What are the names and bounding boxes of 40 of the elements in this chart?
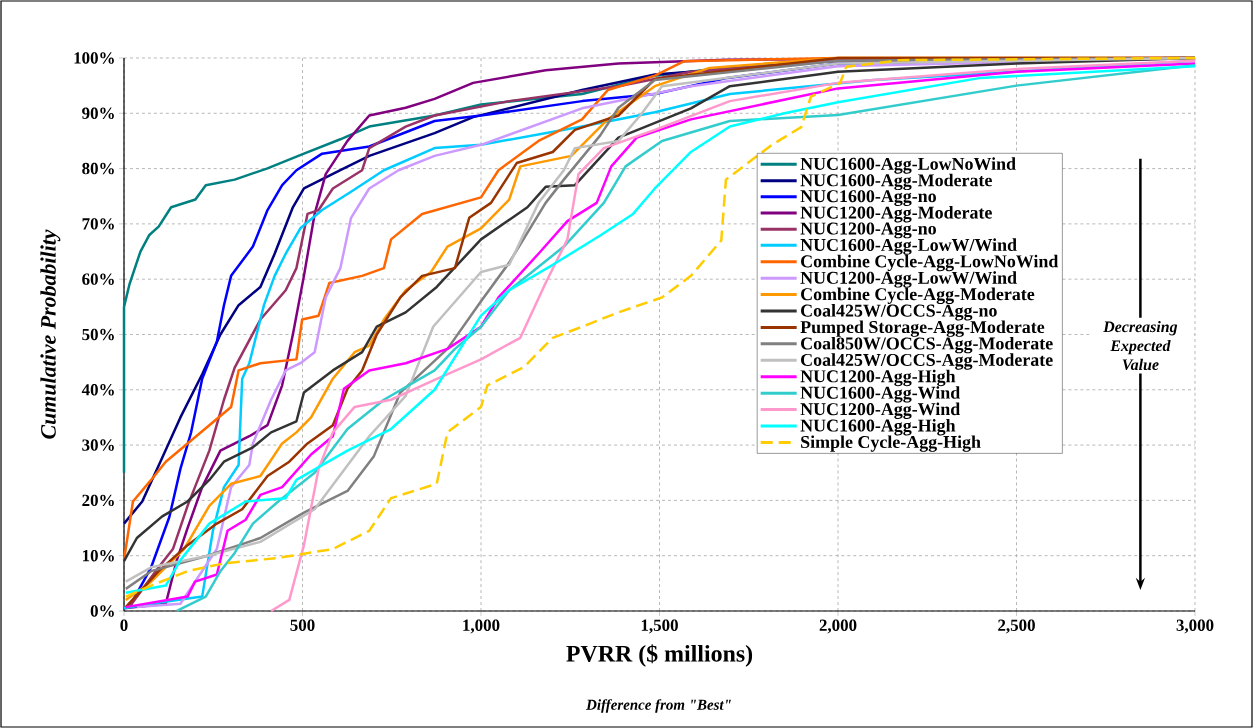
legend-label: Combine Cycle-Agg-LowNoWind (801, 254, 1059, 272)
legend-label: NUC1200-Agg-Wind (800, 402, 961, 419)
y-tick-label: 50% (82, 328, 114, 341)
y-tick-label: 30% (82, 439, 114, 451)
y-tick-label: 20% (82, 494, 114, 507)
y-tick-label: 80% (82, 162, 114, 175)
x-tick-label: 1,500 (641, 619, 678, 634)
y-tick-label: 90% (82, 107, 114, 120)
annotation: Decreasing Expected Value (1103, 320, 1178, 371)
legend-label: NUC1600-Agg-Moderate (800, 173, 992, 191)
legend-label: Simple Cycle-Agg-High (801, 435, 981, 452)
x-tick-label: 2,000 (819, 619, 857, 634)
legend-label: NUC1200-Agg-LowW/Wind (800, 271, 1017, 288)
text: Difference from "Best" (586, 699, 731, 713)
legend-label: NUC1600-Agg-High (800, 419, 956, 436)
y-tick-label: 10% (82, 549, 114, 562)
y-axis-title: Cumulative Probability (40, 229, 61, 439)
x-tick-label: 2,500 (998, 619, 1035, 634)
legend-label: NUC1200-Agg-High (800, 369, 956, 387)
legend-label: NUC1200-Agg-no (800, 222, 936, 239)
x-tick-label: 1,000 (463, 619, 500, 634)
legend-label: Coal850W/OCCS-Agg-Moderate (801, 336, 1053, 354)
legend-label: Coal425W/OCCS-Agg-Moderate (801, 353, 1053, 370)
y-tick-label: 70% (82, 218, 114, 230)
x-tick-label: 3,000 (1176, 619, 1214, 634)
x-axis-title: PVRR ($ millions) (566, 644, 753, 667)
legend-label: NUC1600-Agg-Wind (800, 386, 961, 403)
legend-label: NUC1200-Agg-Moderate (800, 206, 992, 223)
legend-label: Pumped Storage-Agg-Moderate (800, 320, 1045, 337)
y-tick-label: 100% (74, 52, 114, 64)
y-tick-label: 40% (81, 384, 114, 396)
y-tick-label: 60% (82, 273, 114, 285)
legend-label: NUC1600-Agg-LowNoWind (800, 157, 1016, 174)
legend-label: Coal425W/OCCS-Agg-no (801, 304, 997, 321)
legend-label: Combine Cycle-Agg-Moderate (801, 287, 1035, 305)
legend-label: NUC1600-Agg-no (800, 190, 936, 207)
x-tick-label: 500 (290, 619, 315, 631)
x-tick-label: 0 (120, 619, 128, 631)
legend-label: NUC1600-Agg-LowW/Wind (800, 238, 1017, 255)
y-tick-label: 0% (90, 605, 114, 617)
